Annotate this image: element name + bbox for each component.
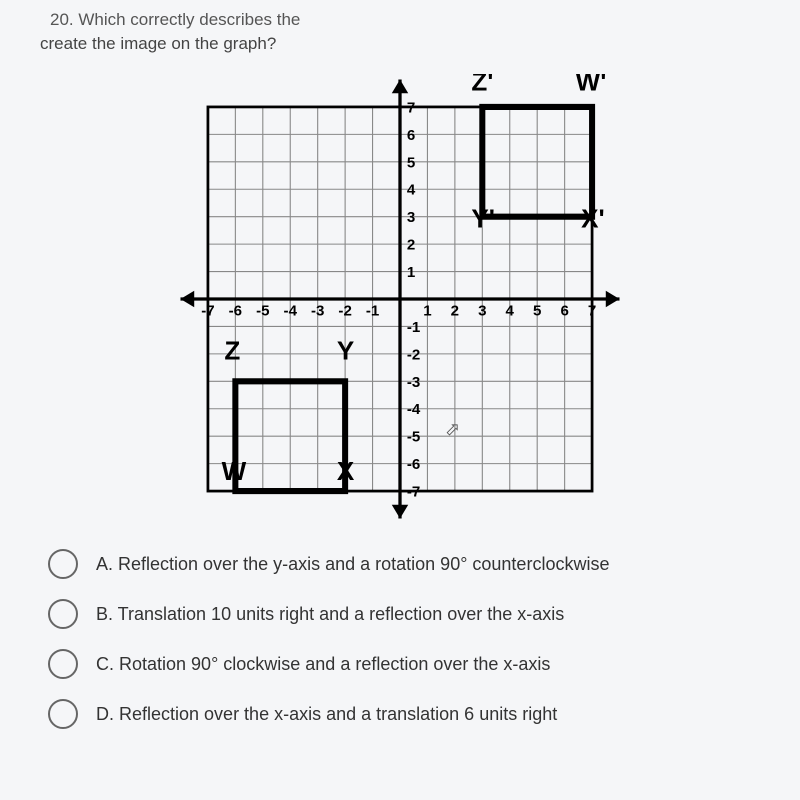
svg-text:5: 5 — [407, 154, 415, 171]
question-number: 20. Which correctly describes the — [50, 10, 780, 30]
svg-text:-2: -2 — [338, 302, 351, 319]
svg-text:-4: -4 — [407, 401, 421, 418]
svg-text:Y': Y' — [471, 204, 495, 234]
svg-text:Y: Y — [337, 335, 354, 365]
svg-text:-1: -1 — [366, 302, 379, 319]
svg-text:5: 5 — [533, 302, 541, 319]
question-page: 20. Which correctly describes the create… — [0, 0, 800, 800]
svg-text:-2: -2 — [407, 346, 420, 363]
svg-text:X': X' — [581, 204, 605, 234]
svg-text:-3: -3 — [311, 302, 324, 319]
option-row[interactable]: A. Reflection over the y-axis and a rota… — [48, 549, 780, 579]
svg-text:W': W' — [576, 74, 607, 96]
svg-text:1: 1 — [423, 302, 431, 319]
option-text: C. Rotation 90° clockwise and a reflecti… — [96, 654, 550, 675]
svg-text:7: 7 — [407, 99, 415, 116]
svg-text:Z': Z' — [471, 74, 493, 96]
svg-text:-7: -7 — [407, 484, 420, 501]
question-prompt: create the image on the graph? — [40, 34, 780, 54]
option-row[interactable]: D. Reflection over the x-axis and a tran… — [48, 699, 780, 729]
svg-text:-1: -1 — [407, 319, 420, 336]
svg-text:3: 3 — [407, 209, 415, 226]
svg-text:-4: -4 — [284, 302, 298, 319]
option-text: A. Reflection over the y-axis and a rota… — [96, 554, 609, 575]
svg-text:4: 4 — [407, 182, 416, 199]
svg-text:2: 2 — [407, 237, 415, 254]
svg-text:4: 4 — [506, 302, 515, 319]
svg-text:-3: -3 — [407, 374, 420, 391]
options-list: A. Reflection over the y-axis and a rota… — [20, 549, 780, 729]
svg-text:-5: -5 — [407, 429, 420, 446]
svg-text:3: 3 — [478, 302, 486, 319]
svg-text:W: W — [222, 456, 247, 486]
svg-text:1: 1 — [407, 264, 415, 281]
coordinate-graph: -7-6-5-4-3-2-11234567-7-6-5-4-3-2-112345… — [175, 74, 625, 524]
radio-button[interactable] — [48, 649, 78, 679]
radio-button[interactable] — [48, 549, 78, 579]
svg-text:6: 6 — [407, 127, 415, 144]
radio-button[interactable] — [48, 599, 78, 629]
svg-text:X: X — [337, 456, 355, 486]
svg-text:7: 7 — [588, 302, 596, 319]
svg-text:-6: -6 — [407, 456, 420, 473]
option-row[interactable]: B. Translation 10 units right and a refl… — [48, 599, 780, 629]
svg-text:6: 6 — [560, 302, 568, 319]
svg-text:-7: -7 — [201, 302, 214, 319]
option-text: B. Translation 10 units right and a refl… — [96, 604, 564, 625]
svg-text:-6: -6 — [229, 302, 242, 319]
svg-text:Z: Z — [224, 335, 240, 365]
svg-text:-5: -5 — [256, 302, 269, 319]
svg-text:2: 2 — [451, 302, 459, 319]
radio-button[interactable] — [48, 699, 78, 729]
option-text: D. Reflection over the x-axis and a tran… — [96, 704, 557, 725]
option-row[interactable]: C. Rotation 90° clockwise and a reflecti… — [48, 649, 780, 679]
